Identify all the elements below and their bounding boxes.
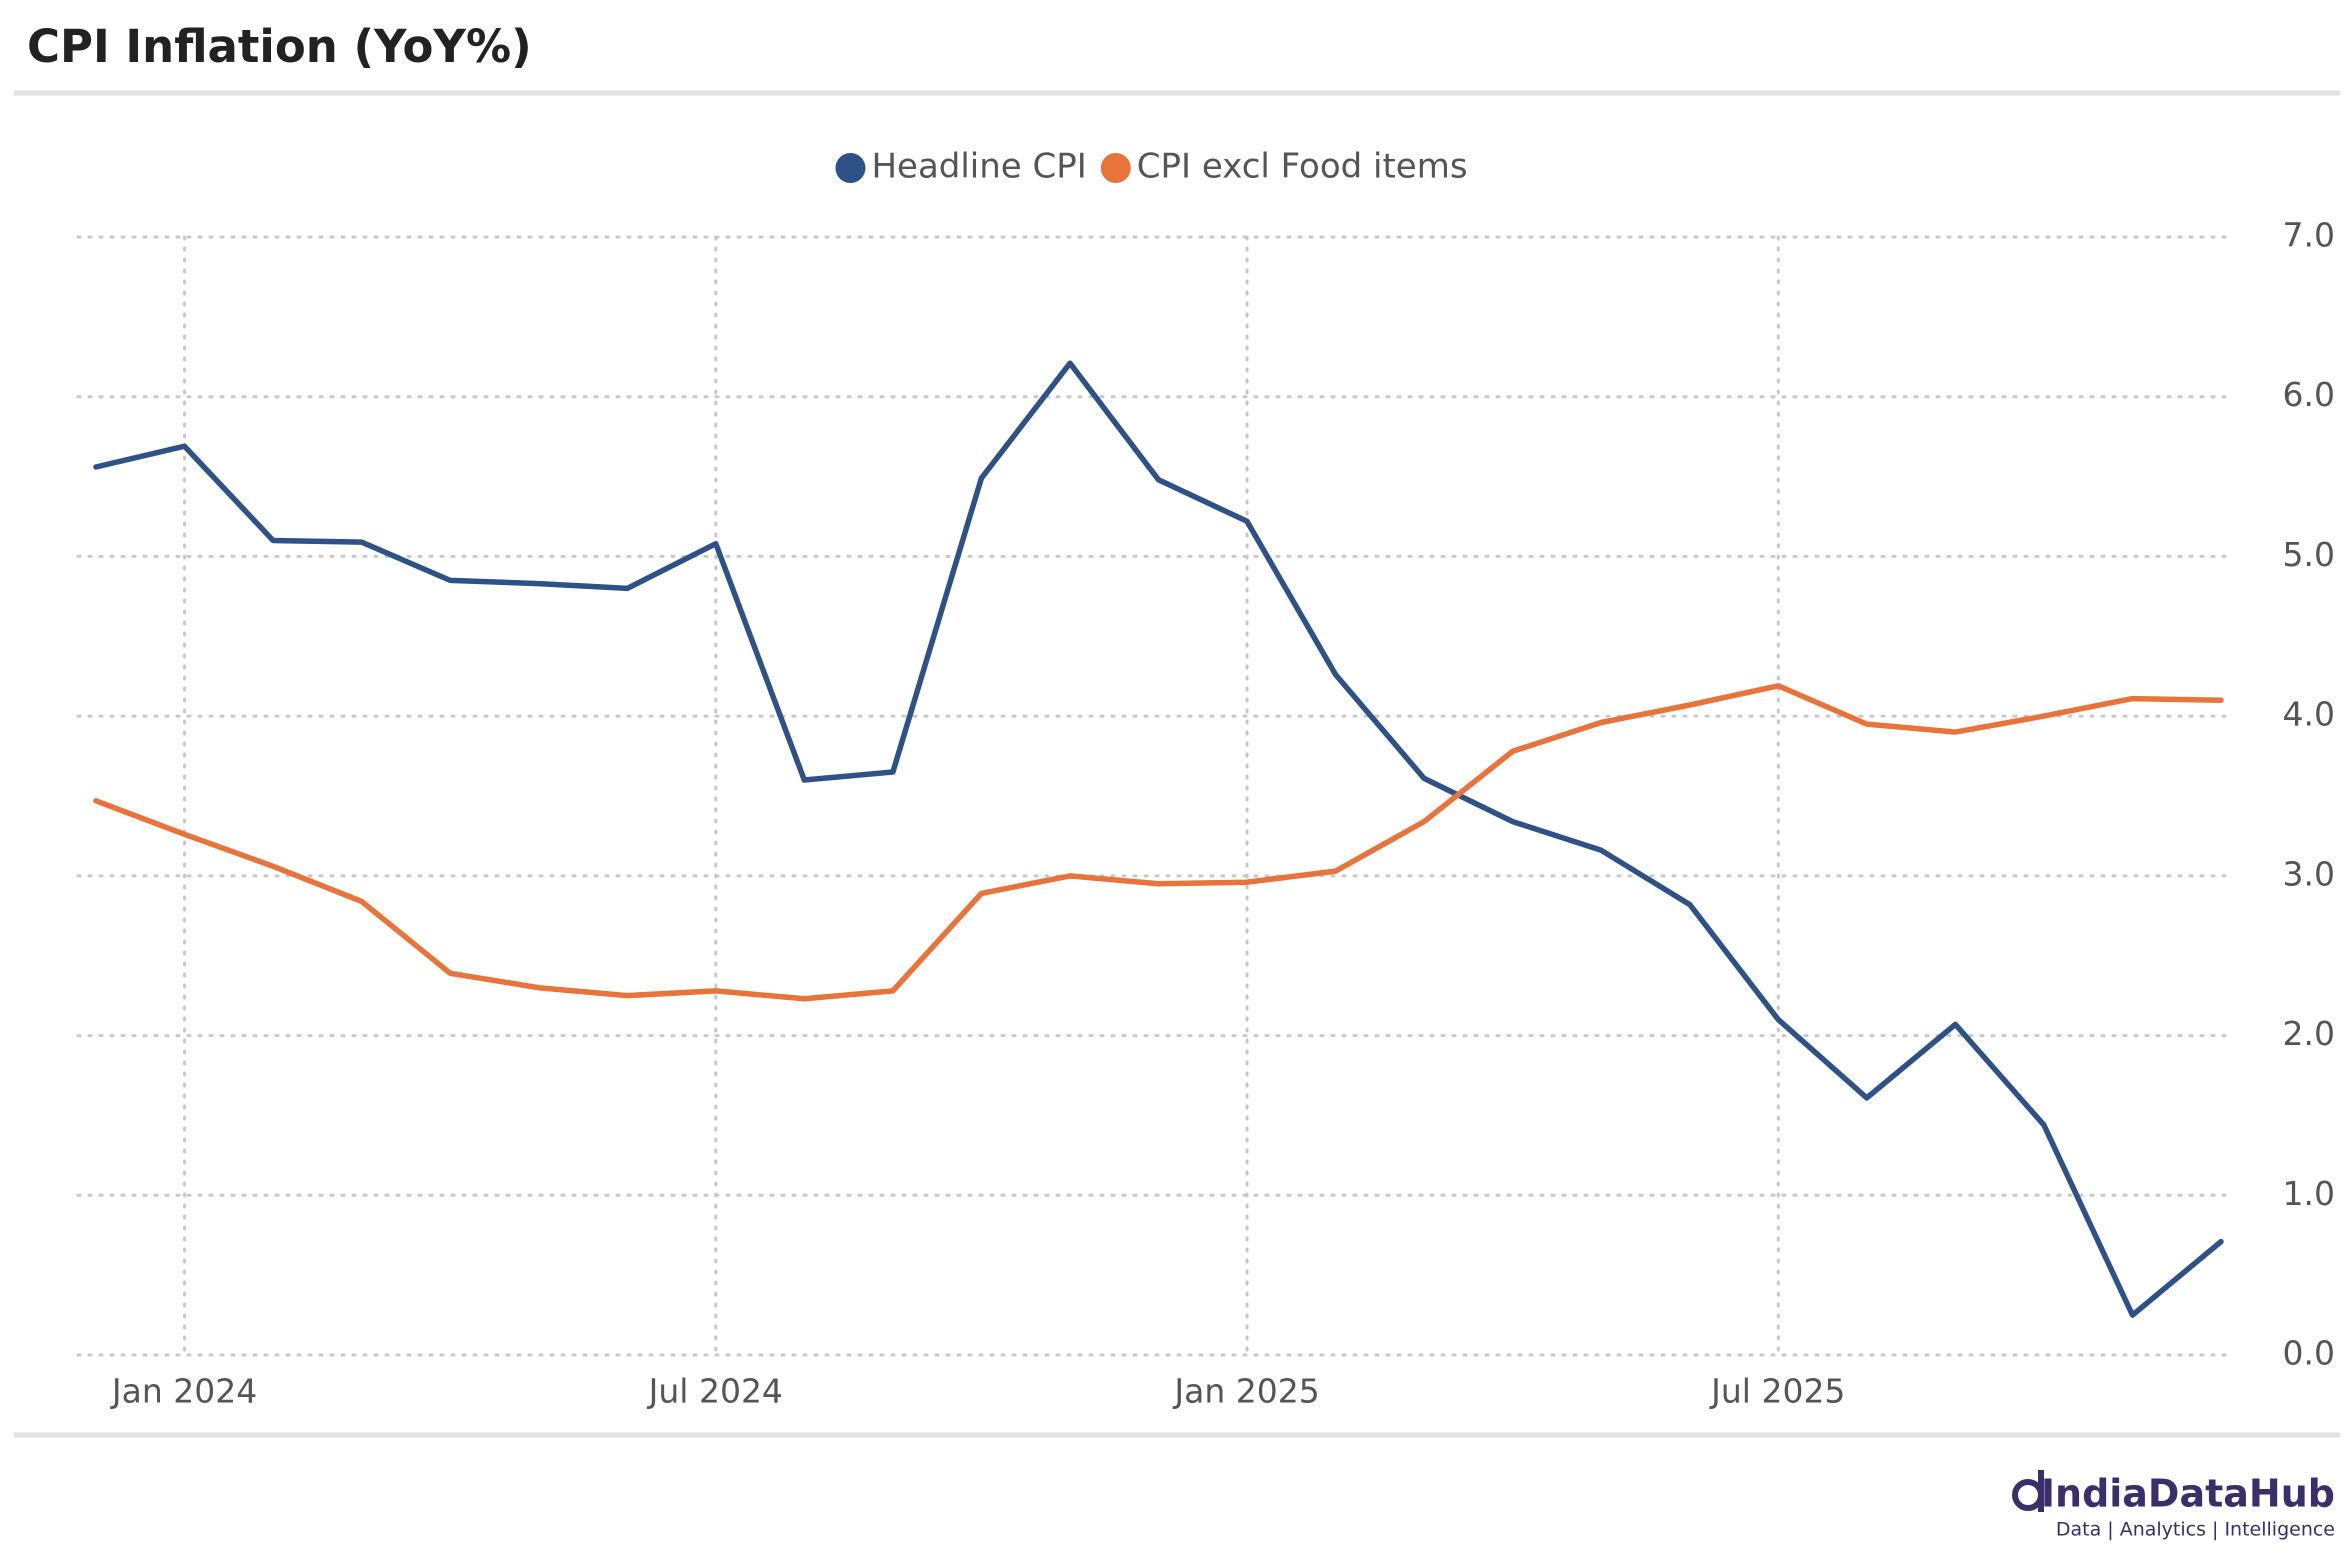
y-tick-label: 6.0 <box>2283 375 2335 414</box>
legend-item: Headline CPI <box>835 147 1087 187</box>
logo: IndiaDataHub Data | Analytics | Intellig… <box>2012 1470 2335 1541</box>
y-tick-label: 5.0 <box>2283 535 2335 574</box>
y-tick-label: 1.0 <box>2283 1174 2335 1213</box>
legend-marker <box>1100 153 1131 183</box>
y-tick-label: 4.0 <box>2283 695 2335 734</box>
brand-tagline: Data | Analytics | Intelligence <box>2056 1519 2335 1541</box>
series-line <box>93 360 2224 1318</box>
chart-title: CPI Inflation (YoY%) <box>27 20 532 73</box>
logo-icon <box>2012 1479 2044 1511</box>
brand-name: IndiaDataHub <box>2041 1472 2335 1516</box>
y-tick-label: 3.0 <box>2283 854 2335 893</box>
legend-label: CPI excl Food items <box>1137 147 1468 187</box>
legend: Headline CPI CPI excl Food items <box>835 147 1468 187</box>
legend-item: CPI excl Food items <box>1100 147 1468 187</box>
x-tick-label: Jul 2025 <box>1709 1372 1845 1411</box>
y-tick-label: 7.0 <box>2283 216 2335 255</box>
series-line <box>93 683 2224 1002</box>
legend-label: Headline CPI <box>871 147 1086 187</box>
legend-marker <box>835 153 866 183</box>
x-tick-label: Jul 2024 <box>647 1372 783 1411</box>
y-tick-label: 0.0 <box>2283 1334 2335 1373</box>
y-tick-label: 2.0 <box>2283 1014 2335 1053</box>
x-tick-label: Jan 2025 <box>1172 1372 1319 1411</box>
x-tick-label: Jan 2024 <box>110 1372 257 1411</box>
